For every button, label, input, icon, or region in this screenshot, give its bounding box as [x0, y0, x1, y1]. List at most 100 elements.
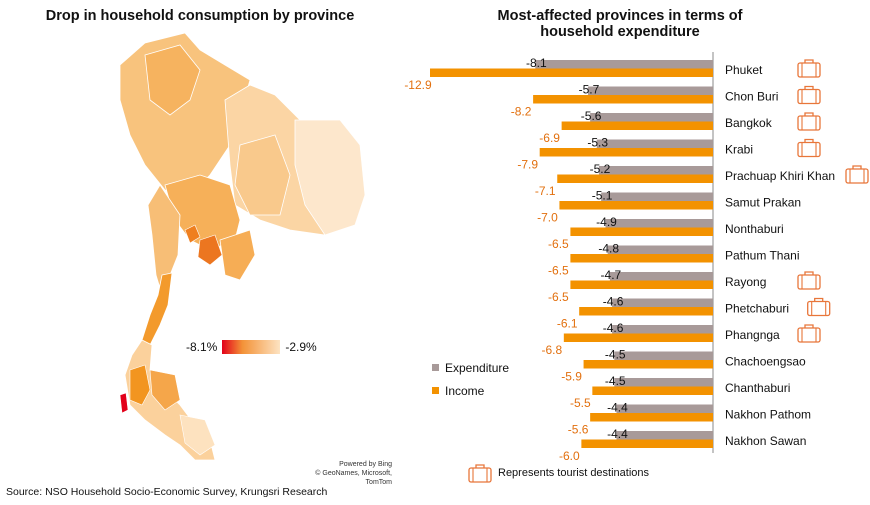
data-label-income-12: -5.5	[570, 396, 591, 410]
bar-expenditure-12	[614, 378, 713, 387]
data-label-expenditure-14: -4.4	[607, 427, 628, 441]
data-label-income-10: -6.8	[541, 343, 562, 357]
category-label-5: Samut Prakan	[725, 196, 801, 210]
category-label-4: Prachuap Khiri Khan	[725, 169, 835, 183]
category-label-8: Rayong	[725, 275, 766, 289]
data-label-income-11: -5.9	[561, 370, 582, 384]
data-label-income-7: -6.5	[548, 264, 569, 278]
chart-title: Most-affected provinces in terms of hous…	[497, 8, 743, 40]
bar-income-7	[570, 254, 713, 263]
category-label-13: Nakhon Pathom	[725, 408, 811, 422]
data-label-expenditure-4: -5.2	[590, 162, 611, 176]
data-label-expenditure-2: -5.6	[581, 109, 602, 123]
category-label-14: Nakhon Sawan	[725, 434, 806, 448]
legend-swatch-income	[432, 387, 439, 394]
bar-income-4	[557, 174, 713, 183]
bar-income-11	[583, 360, 713, 369]
bar-income-12	[592, 386, 713, 395]
map-region-south-mid	[149, 369, 181, 411]
suitcase-icon	[797, 112, 821, 131]
tourist-note-text: Represents tourist destinations	[498, 467, 650, 479]
category-label-6: Nonthaburi	[725, 222, 784, 236]
bar-expenditure-6	[605, 219, 713, 228]
data-label-income-5: -7.0	[537, 211, 558, 225]
chart-legend: Expenditure Income	[432, 356, 509, 402]
map-region-northeast-west	[234, 134, 291, 216]
bar-expenditure-7	[607, 245, 713, 254]
data-label-expenditure-9: -4.6	[603, 295, 624, 309]
copyright-text: © GeoNames, Microsoft, TomTom	[315, 470, 392, 486]
suitcase-icon	[797, 85, 821, 105]
suitcase-icon	[845, 165, 869, 184]
data-label-income-1: -8.2	[511, 105, 532, 119]
data-label-expenditure-5: -5.1	[592, 189, 613, 203]
legend-item-expenditure: Expenditure	[432, 356, 509, 379]
bar-expenditure-11	[614, 351, 713, 360]
data-label-expenditure-12: -4.5	[605, 374, 626, 388]
suitcase-icon	[797, 324, 821, 343]
bar-expenditure-8	[609, 272, 713, 281]
data-label-income-13: -5.6	[568, 423, 589, 437]
bar-income-0	[430, 68, 713, 77]
map-region-chonburi	[197, 234, 223, 266]
category-label-11: Chachoengsao	[725, 355, 806, 369]
map-region-northeast-east	[294, 119, 366, 236]
category-label-0: Phuket	[725, 63, 763, 77]
bar-expenditure-1	[587, 86, 713, 95]
data-label-income-6: -6.5	[548, 237, 569, 251]
bar-expenditure-0	[535, 60, 713, 69]
map-title: Drop in household consumption by provinc…	[45, 8, 355, 24]
scale-max-label: -2.9%	[285, 340, 317, 354]
tourist-legend: Represents tourist destinations	[468, 463, 649, 483]
data-label-expenditure-7: -4.8	[598, 242, 619, 256]
legend-item-income: Income	[432, 379, 509, 402]
category-label-10: Phangnga	[725, 328, 780, 342]
bar-income-10	[563, 333, 713, 342]
thailand-map	[90, 25, 390, 475]
source-note: Source: NSO Household Socio-Economic Sur…	[6, 486, 328, 498]
data-label-income-3: -7.9	[517, 158, 538, 172]
data-label-expenditure-13: -4.4	[607, 401, 628, 415]
data-label-expenditure-10: -4.6	[603, 321, 624, 335]
legend-label-income: Income	[445, 383, 485, 398]
bar-expenditure-5	[601, 192, 713, 201]
bar-expenditure-2	[590, 113, 713, 122]
bar-income-6	[570, 227, 713, 236]
category-label-7: Pathum Thani	[725, 249, 800, 263]
data-label-expenditure-0: -8.1	[526, 56, 547, 70]
bar-income-13	[590, 413, 713, 422]
category-label-3: Krabi	[725, 143, 753, 157]
suitcase-icon	[797, 271, 821, 290]
bar-income-9	[579, 307, 713, 316]
bar-expenditure-13	[616, 404, 713, 413]
category-label-12: Chanthaburi	[725, 381, 790, 395]
map-region-krabi-phangnga	[129, 364, 151, 406]
bar-income-14	[581, 439, 713, 448]
suitcase-icon	[797, 59, 821, 78]
map-region-phuket	[119, 392, 129, 414]
map-attribution: Powered by Bing © GeoNames, Microsoft, T…	[300, 460, 392, 487]
map-region-north-inner	[144, 44, 201, 116]
category-label-1: Chon Buri	[725, 90, 778, 104]
map-region-bangkok	[184, 224, 201, 244]
data-label-income-4: -7.1	[535, 184, 556, 198]
data-label-income-9: -6.1	[557, 317, 578, 331]
scale-min-label: -8.1%	[186, 340, 218, 354]
bar-expenditure-9	[612, 298, 713, 307]
suitcase-icon	[807, 297, 831, 317]
data-label-income-2: -6.9	[539, 131, 560, 145]
bar-expenditure-10	[612, 325, 713, 334]
color-scale: -8.1% -2.9%	[186, 340, 317, 354]
powered-by-text: Powered by Bing	[339, 461, 392, 468]
bar-income-8	[570, 280, 713, 289]
bar-expenditure-14	[616, 431, 713, 440]
map-region-deep-south	[179, 414, 216, 456]
data-label-income-14: -6.0	[559, 449, 580, 463]
bar-income-5	[559, 201, 713, 210]
data-label-expenditure-8: -4.7	[601, 268, 622, 282]
map-region-east	[219, 229, 256, 281]
bar-expenditure-4	[598, 166, 713, 175]
bar-income-2	[561, 121, 713, 130]
data-label-expenditure-1: -5.7	[579, 83, 600, 97]
